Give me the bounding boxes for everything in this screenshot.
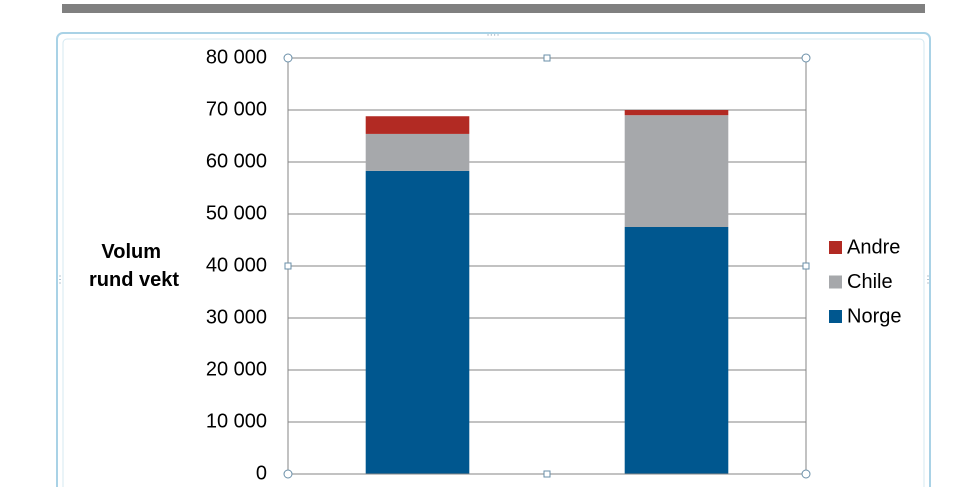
y-tick-label: 60 000	[206, 150, 267, 172]
bar-segment	[365, 116, 470, 134]
y-tick-label: 20 000	[206, 358, 267, 380]
frame-grip[interactable]: ····	[486, 30, 499, 41]
chart-frame[interactable]	[56, 32, 931, 487]
bar-segment	[624, 110, 729, 116]
frame-grip[interactable]: ⋮	[923, 275, 933, 286]
bar-segment	[365, 133, 470, 171]
bar-segment	[624, 115, 729, 227]
y-tick-label: 70 000	[206, 98, 267, 120]
legend-swatch	[829, 310, 842, 323]
handle[interactable]	[283, 53, 293, 63]
legend-swatch	[829, 275, 842, 289]
legend-label: Andre	[847, 236, 900, 258]
y-axis-title: Volum rund vekt	[89, 241, 179, 291]
y-axis-title-line: rund vekt	[89, 269, 179, 291]
handle[interactable]	[543, 54, 551, 62]
y-tick-label: 50 000	[206, 202, 267, 224]
frame-grip[interactable]: ⋮	[55, 275, 65, 286]
bar-segment	[624, 227, 729, 474]
y-tick-label: 30 000	[206, 306, 267, 328]
handle[interactable]	[283, 469, 293, 479]
handle[interactable]	[801, 53, 811, 63]
handle[interactable]	[802, 262, 810, 270]
handle[interactable]	[284, 262, 292, 270]
legend-label: Chile	[847, 271, 893, 293]
y-tick-label: 10 000	[206, 410, 267, 432]
handle[interactable]	[543, 470, 551, 478]
y-tick-label: 40 000	[206, 254, 267, 276]
chart-frame-inner	[62, 38, 925, 487]
slide-edge	[62, 4, 925, 13]
selection-handles	[283, 53, 811, 479]
legend-label: Norge	[847, 305, 901, 327]
plot	[288, 57, 806, 475]
bar-segment	[365, 170, 470, 474]
handle[interactable]	[801, 469, 811, 479]
y-tick-label: 0	[256, 462, 267, 484]
legend-swatch	[829, 241, 842, 254]
y-axis-title-line: Volum	[101, 241, 161, 263]
y-tick-label: 80 000	[206, 46, 267, 68]
